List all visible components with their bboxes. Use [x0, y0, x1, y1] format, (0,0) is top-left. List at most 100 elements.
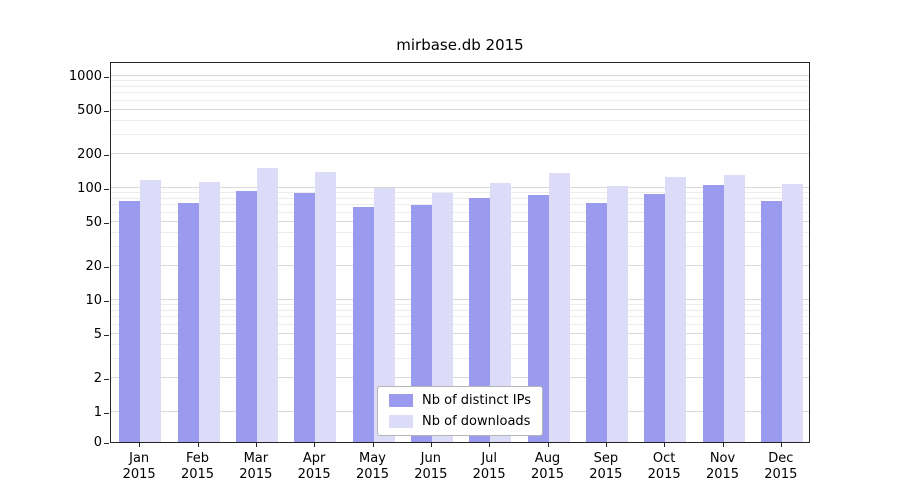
y-tick-mark: [104, 379, 109, 381]
gridline: [111, 357, 809, 359]
bar-downloads: [723, 174, 745, 442]
bar-downloads: [781, 184, 803, 442]
x-tick-mark: [780, 443, 782, 447]
gridline: [111, 231, 809, 233]
x-tick-mark: [430, 443, 432, 447]
x-tick-label: Apr 2015: [297, 451, 331, 483]
bar-distinct-ips: [644, 193, 666, 442]
legend-label-downloads: Nb of downloads: [422, 414, 531, 429]
x-tick-label: Jan 2015: [122, 451, 156, 483]
gridline: [111, 265, 809, 267]
y-tick-label: 2: [93, 371, 102, 387]
bar-distinct-ips: [235, 190, 257, 442]
gridline: [111, 316, 809, 318]
gridline: [111, 99, 809, 101]
gridline: [111, 108, 809, 110]
legend-swatch-distinct-ips: [389, 394, 414, 407]
y-tick-label: 20: [85, 259, 102, 275]
y-tick-label: 0: [93, 435, 102, 450]
y-tick-label: 5: [93, 326, 102, 342]
y-tick-mark: [104, 301, 109, 302]
legend: Nb of distinct IPs Nb of downloads: [377, 386, 543, 436]
bar-downloads: [373, 188, 395, 442]
y-tick-mark: [104, 110, 109, 112]
y-tick-label: 100: [77, 181, 102, 196]
y-tick-label: 200: [77, 147, 102, 163]
bar-distinct-ips: [702, 184, 724, 442]
x-tick-mark: [139, 443, 141, 447]
x-tick-mark: [314, 443, 316, 447]
x-tick-mark: [372, 443, 374, 447]
x-tick-label: Jun 2015: [414, 451, 448, 483]
x-tick-mark: [547, 443, 549, 447]
bar-distinct-ips: [119, 201, 141, 442]
gridline: [111, 220, 809, 222]
x-tick-label: Oct 2015: [647, 451, 681, 483]
x-tick-mark: [605, 443, 607, 447]
gridline: [111, 304, 809, 306]
gridline: [111, 323, 809, 325]
bar-distinct-ips: [760, 201, 782, 442]
bar-distinct-ips: [410, 205, 432, 442]
x-tick-label: Nov 2015: [705, 451, 740, 483]
legend-item-distinct-ips: Nb of distinct IPs: [389, 393, 531, 408]
bar-downloads: [431, 193, 453, 442]
chart-title: mirbase.db 2015: [396, 36, 524, 54]
bar-downloads: [606, 185, 628, 442]
gridline: [111, 377, 809, 379]
x-tick-label: Mar 2015: [239, 451, 273, 483]
gridline: [111, 75, 809, 76]
gridline: [111, 85, 809, 87]
bar-distinct-ips: [177, 203, 199, 442]
bar-downloads: [198, 182, 220, 442]
gridline: [111, 92, 809, 94]
y-tick-label: 500: [77, 102, 102, 118]
x-tick-label: May 2015: [355, 451, 390, 483]
y-tick-mark: [104, 155, 109, 157]
bar-distinct-ips: [585, 203, 607, 442]
bar-distinct-ips: [352, 206, 374, 442]
legend-label-distinct-ips: Nb of distinct IPs: [422, 393, 531, 408]
y-tick-mark: [104, 443, 109, 444]
gridline: [111, 119, 809, 121]
x-tick-label: Aug 2015: [530, 451, 565, 483]
x-tick-label: Sep 2015: [589, 451, 623, 483]
bar-downloads: [490, 183, 512, 442]
bar-distinct-ips: [527, 195, 549, 442]
x-tick-label: Feb 2015: [180, 451, 215, 483]
gridline: [111, 204, 809, 206]
gridline: [111, 187, 809, 188]
gridline: [111, 309, 809, 311]
y-tick-label: 10: [85, 293, 102, 308]
legend-item-downloads: Nb of downloads: [389, 414, 531, 429]
y-tick-mark: [104, 189, 109, 190]
y-tick-mark: [104, 334, 109, 336]
x-tick-mark: [722, 443, 724, 447]
x-tick-label: Dec 2015: [764, 451, 798, 483]
gridline: [111, 192, 809, 194]
y-tick-label: 1: [93, 405, 102, 420]
x-tick-label: Jul 2015: [472, 451, 506, 483]
x-tick-mark: [489, 443, 491, 447]
bar-downloads: [315, 171, 337, 442]
gridline: [111, 299, 809, 300]
y-tick-label: 50: [85, 214, 102, 230]
gridline: [111, 133, 809, 135]
x-tick-mark: [255, 443, 257, 447]
bar-distinct-ips: [294, 192, 316, 442]
legend-swatch-downloads: [389, 415, 414, 428]
gridline: [111, 332, 809, 334]
bar-downloads: [548, 173, 570, 442]
gridline: [111, 197, 809, 199]
y-tick-mark: [104, 222, 109, 224]
gridline: [111, 153, 809, 155]
gridline: [111, 211, 809, 213]
y-tick-mark: [104, 267, 109, 269]
bar-downloads: [140, 179, 162, 442]
y-tick-mark: [104, 77, 109, 78]
plot-area: Nb of distinct IPs Nb of downloads: [110, 62, 810, 443]
gridline: [111, 80, 809, 82]
gridline: [111, 245, 809, 247]
x-tick-mark: [197, 443, 199, 447]
